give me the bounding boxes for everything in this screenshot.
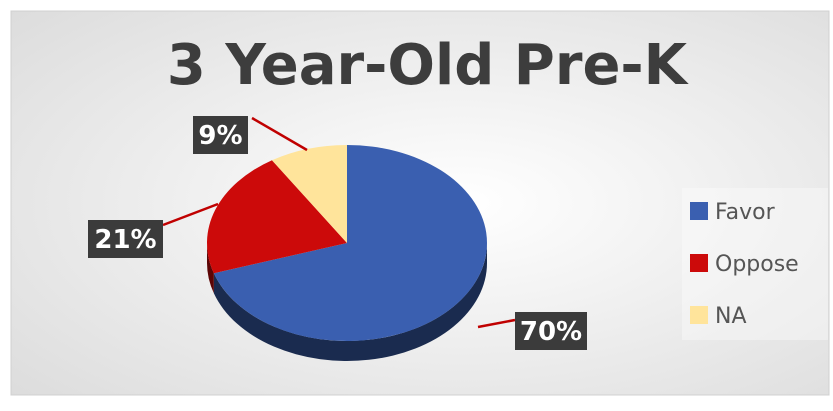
legend-swatch-favor xyxy=(690,202,708,220)
legend: Favor Oppose NA xyxy=(690,200,799,329)
slice-na xyxy=(271,145,347,243)
data-label-na: 9% xyxy=(198,121,242,151)
data-label-box-na xyxy=(193,116,248,154)
leader-line-oppose xyxy=(162,202,219,227)
slice-oppose xyxy=(207,160,347,274)
legend-swatch-na xyxy=(690,306,708,324)
slice-side-favor xyxy=(213,243,487,361)
legend-label-favor: Favor xyxy=(715,200,776,225)
slice-favor xyxy=(213,145,487,341)
leader-line-na xyxy=(251,116,308,152)
leader-line-favor xyxy=(477,318,516,329)
data-labels: 70% 21% 9% xyxy=(88,116,587,350)
data-label-favor: 70% xyxy=(520,317,582,347)
legend-swatch-oppose xyxy=(690,254,708,272)
data-label-oppose: 21% xyxy=(94,225,156,255)
legend-label-oppose: Oppose xyxy=(715,252,799,277)
leader-lines xyxy=(162,116,516,329)
data-label-box-oppose xyxy=(88,220,163,258)
legend-label-na: NA xyxy=(715,304,747,329)
data-label-box-favor xyxy=(515,312,587,350)
slice-side-oppose xyxy=(207,243,214,294)
chart-title: 3 Year-Old Pre-K xyxy=(167,33,690,98)
pie-group xyxy=(207,145,487,361)
